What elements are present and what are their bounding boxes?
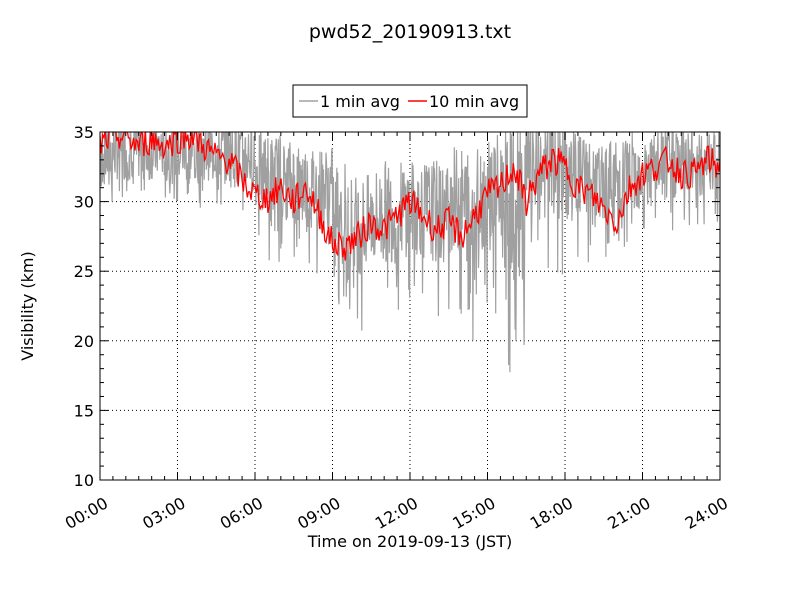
series-line-1min-avg (100, 132, 720, 373)
y-tick-label: 10 (74, 471, 94, 490)
y-tick-label: 20 (74, 332, 94, 351)
legend-label-10min: 10 min avg (429, 92, 519, 111)
chart-title: pwd52_20190913.txt (309, 21, 511, 43)
y-axis-label: Visibility (km) (18, 251, 37, 360)
legend: 1 min avg 10 min avg (292, 84, 528, 118)
ticks (99, 131, 721, 481)
series-1min-avg (100, 132, 720, 373)
grid (100, 132, 720, 480)
y-tick-label: 15 (74, 401, 94, 420)
y-tick-label: 25 (74, 262, 94, 281)
legend-label-1min: 1 min avg (320, 92, 400, 111)
y-tick-label: 30 (74, 193, 94, 212)
x-axis-label: Time on 2019-09-13 (JST) (307, 532, 512, 551)
series-line-10min-avg (100, 132, 720, 261)
y-tick-label: 35 (74, 123, 94, 142)
series-10min-avg (100, 132, 720, 261)
